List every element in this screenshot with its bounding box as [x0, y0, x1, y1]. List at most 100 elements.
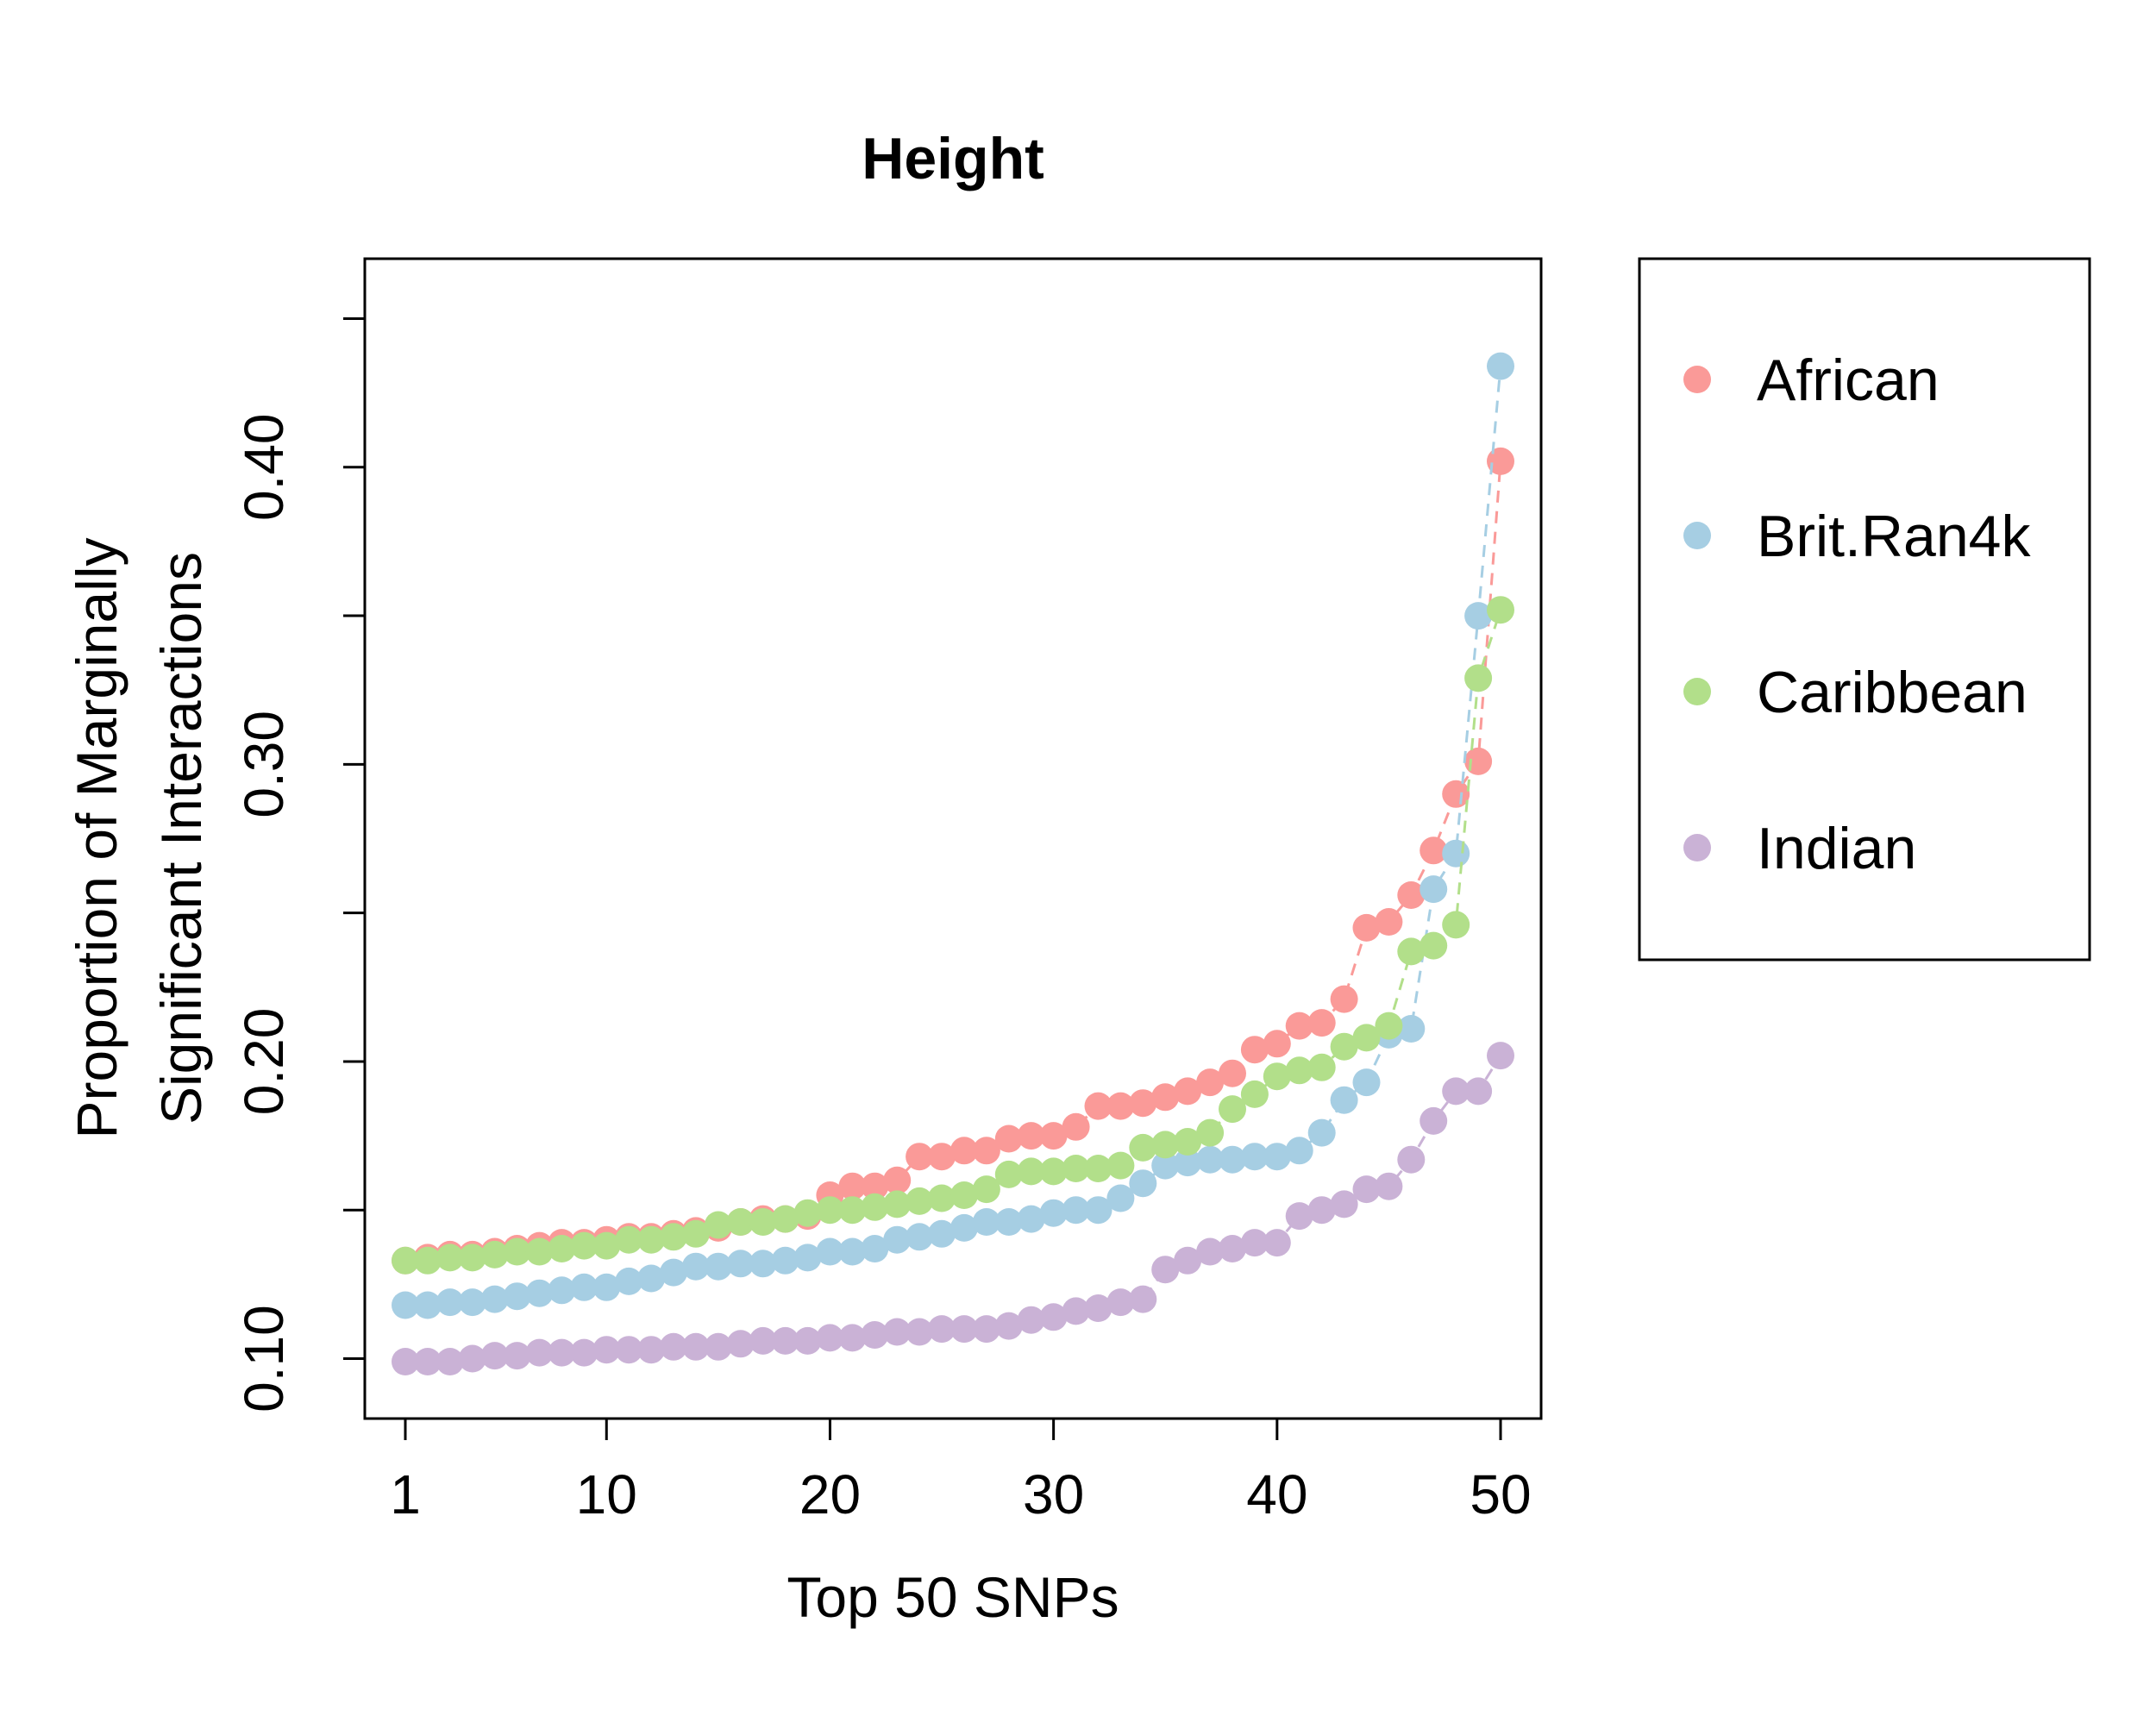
data-point [994, 1312, 1023, 1340]
data-point [726, 1250, 755, 1278]
data-point [972, 1137, 1000, 1165]
series-african [392, 447, 1514, 1275]
data-point [883, 1225, 912, 1254]
data-point [1084, 1294, 1112, 1322]
x-tick-label-2: 20 [799, 1463, 861, 1525]
data-point [637, 1264, 666, 1293]
data-point [861, 1172, 889, 1200]
data-point [726, 1330, 755, 1358]
data-point [749, 1326, 777, 1355]
data-point [972, 1315, 1000, 1344]
data-point [1487, 447, 1514, 475]
data-point [838, 1196, 867, 1225]
data-point [1196, 1145, 1225, 1174]
data-point [883, 1190, 912, 1218]
data-point [592, 1336, 621, 1364]
data-point [883, 1166, 912, 1194]
data-point [1307, 1053, 1336, 1081]
data-point [1420, 931, 1448, 960]
data-point [1174, 1246, 1202, 1275]
data-point [704, 1332, 732, 1361]
data-point [883, 1318, 912, 1346]
data-point [928, 1143, 956, 1171]
data-point [1487, 1042, 1514, 1070]
data-point [1174, 1149, 1202, 1177]
data-point [1017, 1205, 1045, 1233]
x-tick-label-0: 1 [390, 1463, 421, 1525]
data-point [592, 1231, 621, 1260]
legend-label-0: African [1757, 348, 1940, 413]
data-point [1240, 1036, 1269, 1064]
data-point [548, 1235, 576, 1262]
data-point [1219, 1235, 1246, 1262]
data-point [704, 1252, 732, 1281]
data-point [392, 1348, 419, 1375]
data-point [637, 1225, 666, 1254]
data-point [1062, 1112, 1090, 1141]
data-point [1151, 1083, 1180, 1112]
data-point [1263, 1030, 1291, 1058]
data-point [1129, 1285, 1157, 1313]
data-point [1084, 1155, 1112, 1182]
data-point [1464, 602, 1493, 630]
data-point [1420, 836, 1448, 865]
series-brit-ran4k [392, 352, 1514, 1319]
data-point [1196, 1068, 1225, 1097]
series-indian [392, 1042, 1514, 1375]
data-point [1307, 1009, 1336, 1037]
data-point [726, 1208, 755, 1236]
data-point [749, 1250, 777, 1278]
data-point [906, 1143, 934, 1171]
data-point [793, 1244, 822, 1272]
data-point [1330, 1190, 1358, 1218]
y-tick-label-3: 0.40 [233, 413, 295, 521]
legend: African Brit.Ran4k Caribbean Indian [1638, 257, 2091, 962]
data-point [570, 1231, 599, 1260]
chart-title: Height [862, 126, 1044, 191]
data-point [861, 1235, 889, 1262]
data-point [525, 1279, 554, 1307]
data-point [1039, 1303, 1068, 1331]
data-point [615, 1267, 643, 1295]
data-point [1062, 1155, 1090, 1182]
data-point [525, 1338, 554, 1367]
data-point [1375, 908, 1403, 936]
data-point [1219, 1095, 1246, 1124]
data-point [994, 1124, 1023, 1153]
y-axis-label-line-2: Significant Interactions [149, 552, 213, 1124]
y-tick-label-0: 0.10 [233, 1305, 295, 1413]
data-point [950, 1213, 978, 1242]
data-point [1106, 1184, 1135, 1212]
data-point [570, 1338, 599, 1367]
data-point [1039, 1157, 1068, 1186]
data-point [615, 1336, 643, 1364]
data-point [1151, 1151, 1180, 1180]
data-point [906, 1187, 934, 1215]
data-point [1420, 1106, 1448, 1135]
data-point [1375, 1172, 1403, 1200]
data-point [1263, 1143, 1291, 1171]
data-point [1330, 985, 1358, 1013]
data-point [548, 1276, 576, 1305]
data-point [1330, 1086, 1358, 1114]
data-point [1017, 1157, 1045, 1186]
data-point [1039, 1199, 1068, 1227]
data-point [1352, 1024, 1381, 1052]
data-point [1240, 1229, 1269, 1257]
data-point [1062, 1196, 1090, 1225]
data-point [681, 1332, 710, 1361]
data-point [1442, 1077, 1470, 1106]
data-point [660, 1223, 687, 1251]
data-point [1151, 1131, 1180, 1159]
series-line [404, 460, 1502, 1262]
data-point [503, 1282, 531, 1311]
legend-label-1: Brit.Ran4k [1757, 504, 2031, 569]
data-point [392, 1246, 419, 1275]
data-point [1352, 913, 1381, 942]
data-point [503, 1342, 531, 1370]
data-point [950, 1137, 978, 1165]
data-point [436, 1288, 464, 1317]
data-point [436, 1244, 464, 1272]
data-point [458, 1244, 486, 1272]
